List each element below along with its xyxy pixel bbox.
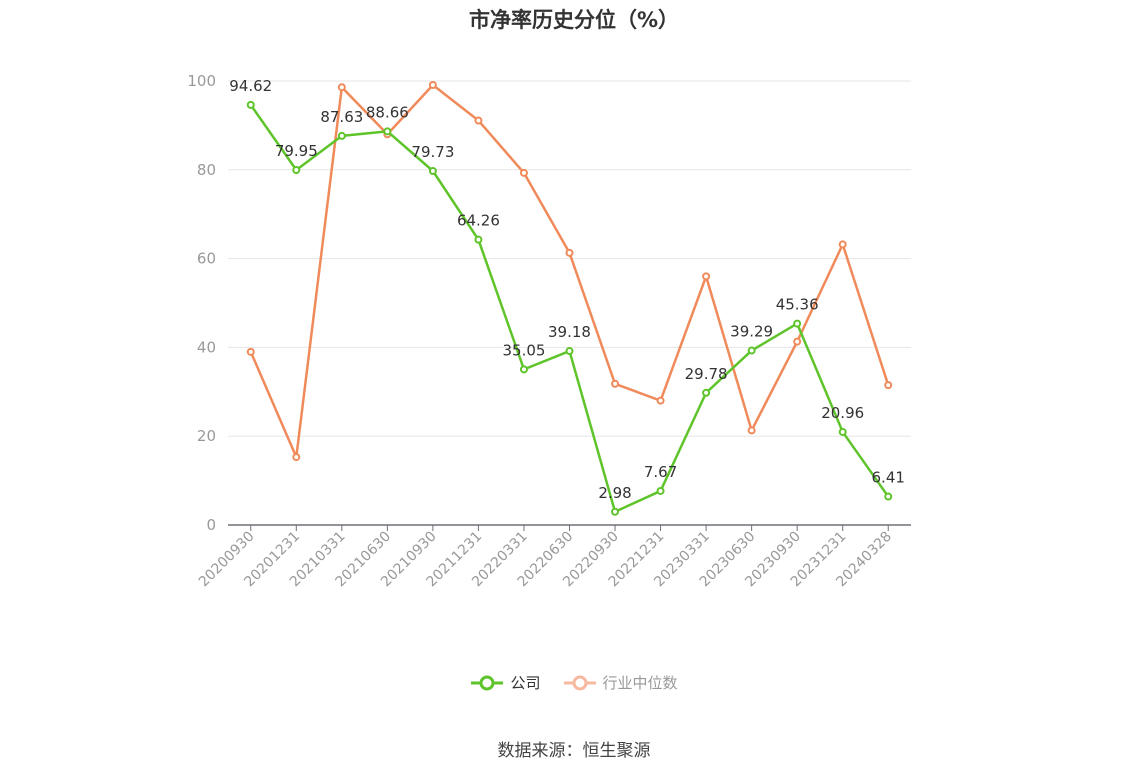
data-point [383, 127, 392, 136]
data-label: 6.41 [872, 469, 905, 487]
data-label: 39.18 [548, 323, 591, 341]
data-label: 79.73 [411, 143, 454, 161]
y-tick-label: 60 [197, 250, 216, 268]
data-point [292, 453, 301, 462]
data-point [656, 396, 665, 405]
data-point [611, 507, 620, 516]
data-point [428, 166, 437, 175]
series-company [246, 100, 893, 516]
chart-title: 市净率历史分位（%） [468, 8, 680, 32]
data-point [565, 347, 574, 356]
data-label: 20.96 [821, 404, 864, 422]
data-point [793, 319, 802, 328]
legend: 公司 行业中位数 [0, 672, 1148, 693]
data-point [519, 365, 528, 374]
data-point [611, 379, 620, 388]
data-point [246, 347, 255, 356]
data-label: 2.98 [598, 484, 631, 502]
legend-label-company: 公司 [510, 674, 541, 692]
legend-marker-company [471, 675, 504, 690]
data-label: 45.36 [776, 296, 819, 314]
data-point [838, 240, 847, 249]
data-point [702, 388, 711, 397]
y-tick-label: 0 [206, 516, 216, 534]
data-label: 87.63 [320, 108, 363, 126]
data-label: 88.66 [366, 103, 409, 121]
legend-item-industry-median[interactable]: 行业中位数 [563, 672, 678, 693]
data-point [884, 381, 893, 390]
data-label: 64.26 [457, 212, 500, 230]
data-point [246, 100, 255, 109]
data-point [838, 427, 847, 436]
legend-marker-industry-median [563, 675, 596, 690]
data-point [793, 337, 802, 346]
data-point [474, 116, 483, 125]
legend-label-industry-median: 行业中位数 [602, 674, 678, 692]
data-point [747, 426, 756, 435]
data-label: 35.05 [502, 341, 545, 359]
data-source: 数据来源：恒生聚源 [497, 741, 651, 761]
data-point [337, 83, 346, 92]
y-tick-label: 100 [187, 72, 216, 90]
grid-lines [228, 80, 911, 437]
data-label: 29.78 [685, 365, 728, 383]
data-point [292, 166, 301, 175]
data-point [337, 131, 346, 140]
data-point [884, 492, 893, 501]
y-tick-label: 40 [197, 338, 216, 356]
data-point [747, 346, 756, 355]
data-point [565, 248, 574, 257]
series-line [249, 83, 890, 459]
series-industry-median [246, 80, 893, 462]
data-label: 79.95 [275, 142, 318, 160]
data-label: 94.62 [229, 77, 272, 95]
data-point [474, 235, 483, 244]
y-tick-label: 20 [197, 427, 216, 445]
data-point [656, 486, 665, 495]
y-tick-label: 80 [197, 161, 216, 179]
legend-item-company[interactable]: 公司 [470, 672, 541, 693]
data-point [702, 272, 711, 281]
series [246, 80, 893, 516]
data-label: 39.29 [730, 323, 773, 341]
data-point [519, 168, 528, 177]
data-label: 7.67 [644, 463, 677, 481]
data-point [428, 80, 437, 89]
